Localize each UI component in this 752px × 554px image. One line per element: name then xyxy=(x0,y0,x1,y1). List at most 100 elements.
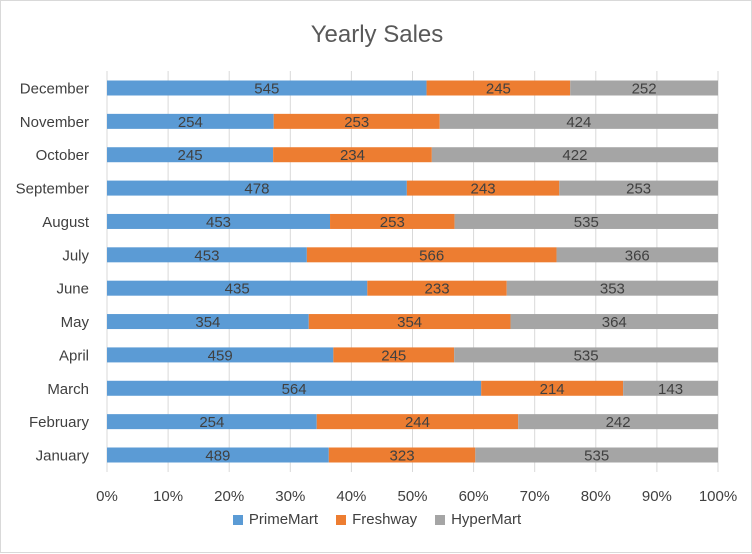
data-label: 535 xyxy=(574,347,599,364)
bar-segment-freshway xyxy=(406,180,560,196)
data-label: 254 xyxy=(178,114,203,131)
bar-segment-primemart xyxy=(107,180,407,196)
bar-segment-freshway xyxy=(426,80,571,96)
data-label: 323 xyxy=(390,448,415,465)
data-label: 422 xyxy=(562,147,587,164)
chart-legend: PrimeMart Freshway HyperMart xyxy=(1,511,752,528)
legend-item: PrimeMart xyxy=(232,511,319,528)
bar-segment-primemart xyxy=(107,414,317,430)
category-label: December xyxy=(20,81,89,98)
legend-swatch xyxy=(336,514,347,525)
bar-segment-freshway xyxy=(333,347,455,363)
category-label: March xyxy=(47,381,89,398)
data-label: 354 xyxy=(195,314,220,331)
data-label: 253 xyxy=(344,114,369,131)
data-label: 435 xyxy=(225,281,250,298)
data-label: 233 xyxy=(425,281,450,298)
data-label: 245 xyxy=(381,347,406,364)
data-label: 254 xyxy=(199,414,224,431)
category-label: February xyxy=(29,414,90,431)
legend-item: Freshway xyxy=(336,511,417,528)
chart-title: Yearly Sales xyxy=(310,21,444,48)
bar-segment-hypermart xyxy=(570,80,718,96)
bar-segment-freshway xyxy=(273,113,440,129)
legend-swatch xyxy=(232,514,243,525)
data-label: 453 xyxy=(194,247,219,264)
category-label: April xyxy=(59,347,89,364)
data-label: 245 xyxy=(486,81,511,98)
data-label: 143 xyxy=(658,381,683,398)
bar-segment-freshway xyxy=(328,447,476,463)
bar-segment-primemart xyxy=(107,347,334,363)
bar-segment-hypermart xyxy=(556,247,718,263)
category-label: January xyxy=(36,448,90,465)
x-tick-label: 30% xyxy=(275,488,305,505)
data-label: 535 xyxy=(574,214,599,231)
bar-segment-hypermart xyxy=(454,213,718,229)
data-label: 364 xyxy=(602,314,627,331)
bar-segment-primemart xyxy=(107,247,307,263)
bar-segment-primemart xyxy=(107,380,482,396)
x-tick-label: 0% xyxy=(96,488,118,505)
data-label: 243 xyxy=(471,181,496,198)
bar-segment-hypermart xyxy=(475,447,718,463)
bar-segment-primemart xyxy=(107,80,427,96)
bar-segment-hypermart xyxy=(623,380,718,396)
legend-item: HyperMart xyxy=(435,511,521,528)
data-label: 566 xyxy=(419,247,444,264)
bar-segment-freshway xyxy=(306,247,557,263)
bar-segment-freshway xyxy=(481,380,624,396)
x-tick-label: 20% xyxy=(214,488,244,505)
bar-segment-freshway xyxy=(367,280,507,296)
bar-segment-hypermart xyxy=(506,280,718,296)
legend-label: HyperMart xyxy=(451,511,522,528)
data-label: 453 xyxy=(206,214,231,231)
x-tick-label: 80% xyxy=(581,488,611,505)
bar-segment-hypermart xyxy=(439,113,718,129)
data-label: 535 xyxy=(584,448,609,465)
bar-segment-freshway xyxy=(308,314,511,330)
x-tick-label: 90% xyxy=(642,488,672,505)
data-label: 353 xyxy=(600,281,625,298)
data-label: 545 xyxy=(254,81,279,98)
category-label: May xyxy=(61,314,90,331)
data-label: 564 xyxy=(282,381,307,398)
bar-segment-primemart xyxy=(107,113,274,129)
bar-segment-freshway xyxy=(273,147,432,163)
x-tick-label: 40% xyxy=(336,488,366,505)
legend-label: Freshway xyxy=(352,511,418,528)
data-label: 252 xyxy=(632,81,657,98)
data-label: 244 xyxy=(405,414,430,431)
data-label: 366 xyxy=(625,247,650,264)
legend-label: PrimeMart xyxy=(248,511,319,528)
bar-segment-primemart xyxy=(107,314,309,330)
data-label: 234 xyxy=(340,147,365,164)
x-tick-label: 50% xyxy=(397,488,427,505)
data-label: 253 xyxy=(380,214,405,231)
bar-segment-primemart xyxy=(107,280,368,296)
bar-segment-primemart xyxy=(107,213,331,229)
bar-segment-freshway xyxy=(330,213,455,229)
legend-swatch xyxy=(435,514,446,525)
bar-segment-hypermart xyxy=(510,314,718,330)
data-label: 242 xyxy=(606,414,631,431)
data-label: 253 xyxy=(626,181,651,198)
data-label: 424 xyxy=(566,114,591,131)
data-label: 489 xyxy=(205,448,230,465)
bar-segment-hypermart xyxy=(431,147,718,163)
bar-segment-hypermart xyxy=(454,347,718,363)
bar-segment-hypermart xyxy=(559,180,718,196)
category-label: October xyxy=(36,147,89,164)
data-label: 459 xyxy=(208,347,233,364)
bar-segment-freshway xyxy=(316,414,519,430)
data-label: 214 xyxy=(540,381,565,398)
category-label: June xyxy=(56,281,89,298)
x-tick-label: 100% xyxy=(699,488,737,505)
data-label: 354 xyxy=(397,314,422,331)
category-label: September xyxy=(16,181,89,198)
bar-segment-primemart xyxy=(107,447,329,463)
bar-segment-primemart xyxy=(107,147,274,163)
x-tick-label: 10% xyxy=(153,488,183,505)
